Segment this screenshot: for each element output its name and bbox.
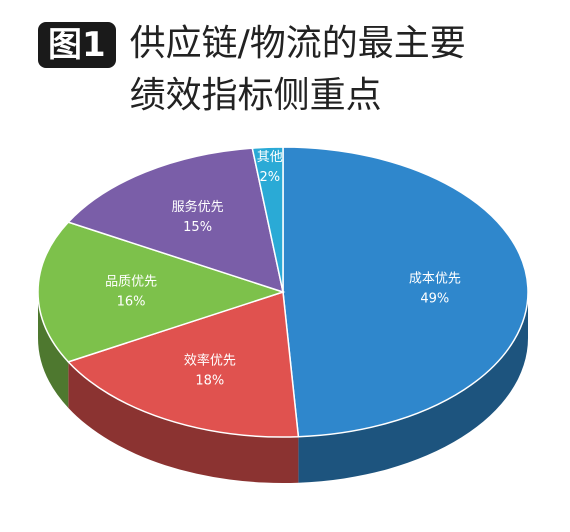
slice-label: 服务优先 <box>172 199 224 215</box>
slice-label: 品质优先 <box>105 275 157 290</box>
chart-title: 供应链/物流的最主要绩效指标侧重点 <box>129 23 466 116</box>
slice <box>282 146 529 438</box>
slice <box>66 147 285 294</box>
slice-side <box>68 361 299 483</box>
header: 图1 供应链/物流的最主要绩效指标侧重点 <box>38 18 498 122</box>
figure-badge: 图1 <box>38 22 116 68</box>
slice-value-label: 49% <box>420 292 449 307</box>
slice <box>66 291 300 438</box>
slice-side <box>298 292 528 483</box>
slice-side <box>38 292 69 408</box>
slice-value-label: 16% <box>117 295 146 310</box>
slice-value-label: 2% <box>259 170 280 185</box>
slice-label: 其他 <box>257 150 283 165</box>
slice <box>251 146 284 293</box>
slice-label: 效率优先 <box>184 352 236 368</box>
slice-value-label: 18% <box>195 373 224 388</box>
slice-value-label: 15% <box>183 220 212 235</box>
slice-label: 成本优先 <box>409 272 461 287</box>
slice <box>37 221 286 363</box>
